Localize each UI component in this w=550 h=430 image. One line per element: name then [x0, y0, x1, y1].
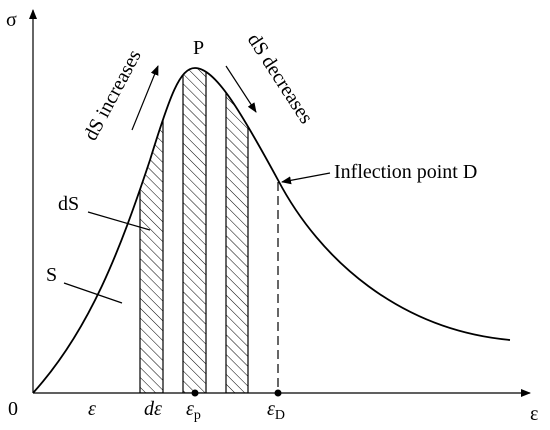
origin-label: 0: [8, 398, 18, 420]
arrow: [225, 65, 257, 113]
y-axis-label: σ: [6, 9, 17, 31]
arrow: [131, 65, 159, 131]
arrow: [281, 172, 331, 185]
subscript: D: [275, 408, 285, 423]
point: [191, 389, 199, 397]
inflection-label: Inflection point D: [334, 161, 477, 183]
symbol: dε: [144, 398, 162, 420]
x-mark-label: εp: [186, 398, 201, 423]
leader-line: [63, 282, 123, 304]
hatched-strips: [139, 68, 249, 393]
peak-label: P: [193, 37, 204, 59]
x-axis-label: ε: [530, 403, 538, 425]
symbol: ε: [88, 398, 96, 420]
symbol: ε: [267, 398, 275, 420]
point: [274, 389, 282, 397]
increase-label: dS increases: [80, 46, 146, 144]
x-marks: ε dε εp εD: [88, 398, 285, 423]
leader-line: [87, 211, 151, 231]
area-label: S: [46, 264, 57, 286]
x-mark-label: εD: [267, 398, 285, 423]
x-mark-label: dε: [144, 398, 162, 420]
strip-label: dS: [58, 193, 79, 215]
subscript: p: [194, 408, 201, 423]
decrease-label: dS decreases: [243, 30, 318, 128]
curve: [32, 67, 511, 394]
symbol: ε: [186, 398, 194, 420]
x-mark-label: ε: [88, 398, 96, 420]
